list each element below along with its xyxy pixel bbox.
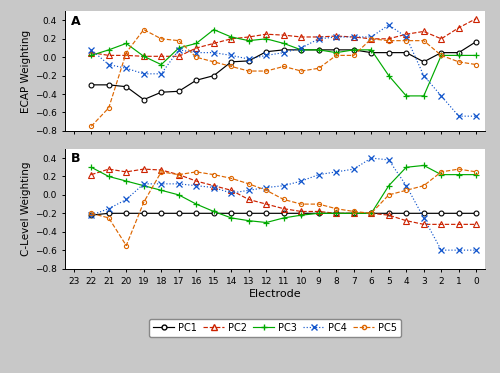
Text: A: A — [72, 15, 81, 28]
Legend: PC1, PC2, PC3, PC4, PC5: PC1, PC2, PC3, PC4, PC5 — [149, 319, 401, 337]
Y-axis label: ECAP Weighting: ECAP Weighting — [20, 29, 30, 113]
X-axis label: Electrode: Electrode — [248, 289, 302, 299]
Text: B: B — [72, 153, 81, 166]
Y-axis label: C-Level Weighting: C-Level Weighting — [20, 162, 30, 256]
